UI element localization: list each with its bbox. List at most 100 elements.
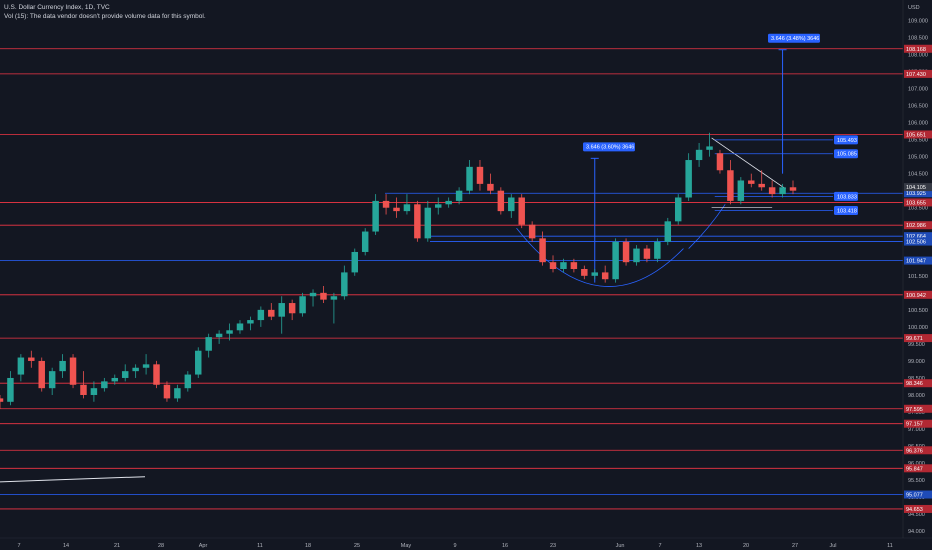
- support-price-tag: 103.925: [904, 189, 932, 198]
- candle: [508, 194, 515, 218]
- candle: [424, 200, 432, 242]
- svg-text:102.506: 102.506: [906, 240, 926, 246]
- candle: [654, 238, 661, 263]
- candle: [121, 364, 129, 382]
- candle: [570, 258, 578, 273]
- handle-arc: [688, 204, 726, 249]
- time-tick-label: 14: [63, 543, 69, 549]
- candle: [528, 221, 536, 242]
- price-tick-label: 94.000: [908, 529, 925, 535]
- price-tick-label: 103.500: [908, 206, 928, 212]
- svg-text:103.925: 103.925: [906, 191, 926, 197]
- candle: [622, 238, 630, 266]
- resistance-price-tag: 98.346: [904, 379, 932, 388]
- candle: [351, 248, 358, 276]
- current-price-tag: 104.105: [904, 183, 932, 192]
- candle: [581, 265, 588, 280]
- candle: [382, 194, 390, 215]
- candle: [17, 354, 25, 382]
- price-tick-label: 98.500: [908, 376, 925, 382]
- svg-text:96.376: 96.376: [906, 448, 923, 454]
- support-price-tag: 95.077: [904, 490, 932, 499]
- candle: [278, 296, 285, 334]
- candle: [674, 194, 682, 225]
- price-tick-label: 99.500: [908, 342, 925, 348]
- candle: [435, 197, 442, 215]
- time-tick-label: 7: [658, 543, 661, 549]
- price-tick-label: 106.500: [908, 104, 928, 110]
- price-tick-label: 97.500: [908, 410, 925, 416]
- candle: [257, 306, 265, 327]
- breakout-label: 105.493: [834, 135, 858, 145]
- svg-text:99.671: 99.671: [906, 336, 923, 342]
- resistance-price-tag: 100.942: [904, 290, 932, 299]
- candle: [727, 160, 734, 205]
- time-axis-bg: [0, 538, 932, 550]
- resistance-price-tag: 94.653: [904, 504, 932, 513]
- price-tick-label: 95.500: [908, 478, 925, 484]
- candle: [487, 173, 494, 195]
- candle: [695, 143, 703, 167]
- time-tick-label: 20: [743, 543, 749, 549]
- time-tick-label: 13: [696, 543, 702, 549]
- candle: [612, 238, 619, 283]
- candle: [497, 187, 505, 215]
- resistance-price-tag: 102.986: [904, 221, 932, 230]
- candle: [288, 299, 296, 321]
- candle: [560, 258, 567, 273]
- candle: [445, 197, 452, 208]
- price-tick-label: 100.000: [908, 325, 928, 331]
- candle: [539, 231, 546, 266]
- resistance-price-tag: 95.847: [904, 464, 932, 473]
- svg-text:107.430: 107.430: [906, 72, 926, 78]
- svg-text:95.847: 95.847: [906, 466, 923, 472]
- candle: [518, 194, 525, 229]
- svg-text:97.157: 97.157: [906, 422, 923, 428]
- price-tick-label: 99.000: [908, 359, 925, 365]
- price-tick-label: 108.000: [908, 52, 928, 58]
- candle: [7, 371, 14, 406]
- time-tick-label: 23: [550, 543, 556, 549]
- candle: [48, 367, 56, 395]
- svg-text:97.595: 97.595: [906, 407, 923, 413]
- svg-text:98.346: 98.346: [906, 381, 923, 387]
- svg-text:105.085: 105.085: [837, 152, 857, 158]
- time-tick-label: Jun: [616, 543, 625, 549]
- currency-label: USD: [908, 5, 920, 11]
- candle: [38, 357, 45, 392]
- resistance-price-tag: 108.168: [904, 44, 932, 53]
- price-tick-label: 96.000: [908, 461, 925, 467]
- price-tick-label: 98.000: [908, 393, 925, 399]
- resistance-price-tag: 97.595: [904, 404, 932, 413]
- candle: [748, 173, 755, 188]
- time-tick-label: 27: [792, 543, 798, 549]
- candle: [111, 374, 119, 385]
- price-tick-label: 107.000: [908, 87, 928, 93]
- svg-text:104.105: 104.105: [906, 185, 926, 191]
- candles: [0, 132, 797, 409]
- candle: [393, 197, 400, 218]
- svg-text:94.653: 94.653: [906, 507, 923, 513]
- resistance-price-tag: 105.651: [904, 130, 932, 139]
- candle: [361, 228, 369, 256]
- price-tick-label: 94.500: [908, 512, 925, 518]
- time-tick-label: Jul: [829, 543, 836, 549]
- time-tick-label: 16: [502, 543, 508, 549]
- time-axis[interactable]: 7 14 21 28 Apr 11 18 25 May 9 16 23 Jun 7 13 20 27 Jul 11: [0, 537, 932, 550]
- time-tick-label: 11: [887, 543, 893, 549]
- candle: [341, 265, 348, 300]
- svg-text:105.651: 105.651: [906, 132, 926, 138]
- candle: [643, 245, 651, 263]
- symbol-title: U.S. Dollar Currency Index, 1D, TVC: [4, 4, 110, 11]
- slope-line: [0, 476, 146, 483]
- candle: [758, 170, 765, 191]
- resistance-price-tag: 103.655: [904, 198, 932, 207]
- price-tick-label: 104.500: [908, 172, 928, 178]
- candle: [716, 149, 724, 174]
- candle: [226, 323, 233, 341]
- candle: [664, 217, 672, 246]
- price-tick-label: 100.500: [908, 308, 928, 314]
- resistance-price-tag: 96.376: [904, 446, 932, 455]
- svg-text:3.646 (3.60%) 3646: 3.646 (3.60%) 3646: [586, 145, 634, 151]
